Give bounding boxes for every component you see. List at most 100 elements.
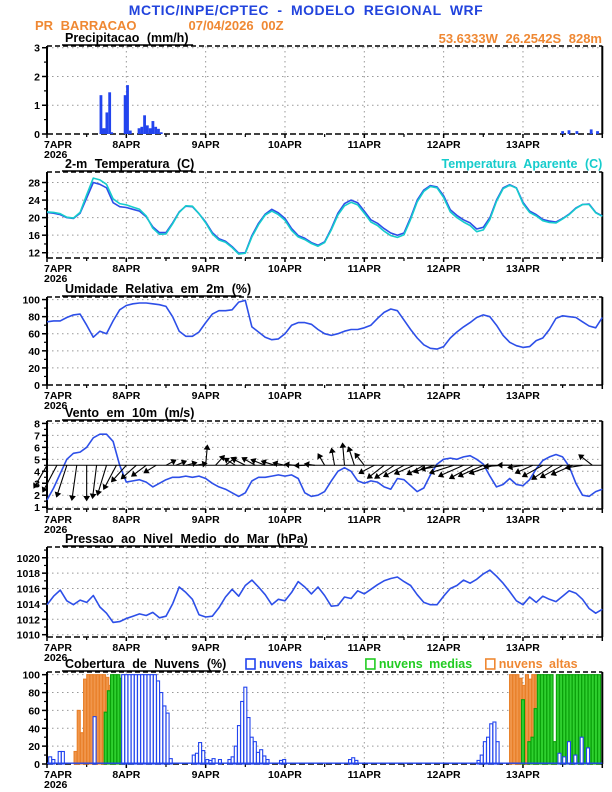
plot-frame [46, 171, 604, 259]
grid [47, 172, 603, 258]
svg-text:1012: 1012 [17, 614, 41, 626]
svg-text:9APR: 9APR [192, 769, 220, 781]
svg-text:3: 3 [34, 43, 40, 55]
legend-label: nuvens baixas [259, 657, 348, 671]
panel-pressure-chart: Pressao ao Nivel Medio do Mar (hPa) 1010 1… [17, 532, 604, 664]
panel-right-legend: Temperatura Aparente (C) [441, 157, 602, 171]
svg-text:10APR: 10APR [268, 642, 302, 654]
svg-text:2026: 2026 [44, 652, 68, 664]
series-Vento-em-10m-(m/s) [46, 433, 603, 501]
svg-text:13APR: 13APR [506, 514, 540, 526]
svg-text:8APR: 8APR [112, 769, 140, 781]
svg-text:9APR: 9APR [192, 139, 220, 151]
svg-text:11APR: 11APR [348, 769, 382, 781]
svg-text:2026: 2026 [44, 273, 68, 285]
svg-text:9APR: 9APR [192, 514, 220, 526]
page-title: MCTIC/INPE/CPTEC - MODELO REGIONAL WRF [128, 2, 484, 18]
svg-text:9APR: 9APR [192, 390, 220, 402]
svg-text:12APR: 12APR [427, 263, 461, 275]
svg-text:13APR: 13APR [506, 139, 540, 151]
svg-text:7APR: 7APR [44, 390, 72, 402]
svg-text:7APR: 7APR [44, 263, 72, 275]
svg-text:12APR: 12APR [427, 390, 461, 402]
svg-text:8APR: 8APR [112, 139, 140, 151]
svg-text:80: 80 [28, 312, 40, 324]
svg-text:7APR: 7APR [44, 514, 72, 526]
svg-text:0: 0 [34, 759, 40, 771]
panel-title: 2-m Temperatura (C) [65, 157, 194, 171]
bars-nuvens-baixas [48, 674, 591, 765]
svg-text:20: 20 [28, 213, 40, 225]
svg-text:8APR: 8APR [112, 263, 140, 275]
y-axis: 0 1 2 3 [34, 43, 47, 141]
svg-text:13APR: 13APR [506, 263, 540, 275]
svg-text:2: 2 [34, 71, 40, 83]
svg-text:13APR: 13APR [506, 642, 540, 654]
svg-text:1: 1 [34, 100, 40, 112]
svg-text:10APR: 10APR [268, 390, 302, 402]
run-datetime: 07/04/2026 00Z [188, 18, 284, 33]
legend-label: nuvens altas [499, 657, 578, 671]
svg-text:20: 20 [28, 363, 40, 375]
svg-text:6: 6 [34, 442, 40, 454]
svg-text:20: 20 [28, 741, 40, 753]
svg-text:1020: 1020 [17, 553, 41, 565]
svg-text:12APR: 12APR [427, 769, 461, 781]
svg-text:1010: 1010 [17, 630, 41, 642]
panel-temperature-chart: 2-m Temperatura (C) Temperatura Aparente … [28, 157, 604, 285]
svg-text:8APR: 8APR [112, 514, 140, 526]
svg-text:12APR: 12APR [427, 642, 461, 654]
grid [47, 297, 603, 385]
station-coordinates: 53.6333W 26.2542S 828m [438, 31, 602, 46]
svg-text:100: 100 [22, 670, 40, 682]
svg-text:60: 60 [28, 705, 40, 717]
plot-frame [46, 546, 604, 638]
plot-frame [46, 45, 604, 135]
svg-text:13APR: 13APR [506, 390, 540, 402]
panel-title: Umidade Relativa em 2m (%) [65, 282, 251, 296]
panel-clouds-chart: Cobertura de Nuvens (%) nuvens baixas nuve… [22, 657, 604, 791]
svg-text:100: 100 [22, 295, 40, 307]
bars-precipitation [99, 85, 599, 134]
legend-swatch [484, 658, 496, 670]
svg-text:1018: 1018 [17, 568, 41, 580]
svg-text:8: 8 [34, 418, 40, 430]
series-Temperatura-Aparente-(C) [46, 177, 603, 255]
svg-text:2026: 2026 [44, 400, 68, 412]
svg-text:10APR: 10APR [268, 263, 302, 275]
plot-frame [46, 296, 604, 386]
svg-text:60: 60 [28, 329, 40, 341]
panel-title: Pressao ao Nivel Medio do Mar (hPa) [65, 532, 308, 546]
svg-text:11APR: 11APR [348, 514, 382, 526]
svg-text:5: 5 [34, 454, 40, 466]
svg-text:8APR: 8APR [112, 390, 140, 402]
svg-text:28: 28 [28, 178, 40, 190]
svg-text:40: 40 [28, 723, 40, 735]
y-axis: 0 20 40 60 80 100 [22, 670, 47, 771]
svg-text:9APR: 9APR [192, 263, 220, 275]
legend-swatch [245, 658, 256, 670]
y-axis: 0 20 40 60 80 100 [22, 295, 47, 392]
svg-text:12APR: 12APR [427, 139, 461, 151]
svg-text:4: 4 [34, 466, 40, 478]
svg-text:1: 1 [34, 502, 40, 514]
svg-text:16: 16 [28, 230, 40, 242]
svg-text:80: 80 [28, 688, 40, 700]
svg-text:3: 3 [34, 478, 40, 490]
svg-text:11APR: 11APR [348, 139, 382, 151]
y-axis: 1010 1012 1014 1016 1018 1020 [17, 549, 47, 642]
svg-text:11APR: 11APR [348, 642, 382, 654]
svg-text:2026: 2026 [44, 524, 68, 536]
svg-text:7: 7 [34, 430, 40, 442]
svg-text:40: 40 [28, 346, 40, 358]
wind-arrows [33, 442, 603, 502]
svg-text:0: 0 [34, 380, 40, 392]
svg-text:11APR: 11APR [348, 263, 382, 275]
svg-text:2: 2 [34, 490, 40, 502]
